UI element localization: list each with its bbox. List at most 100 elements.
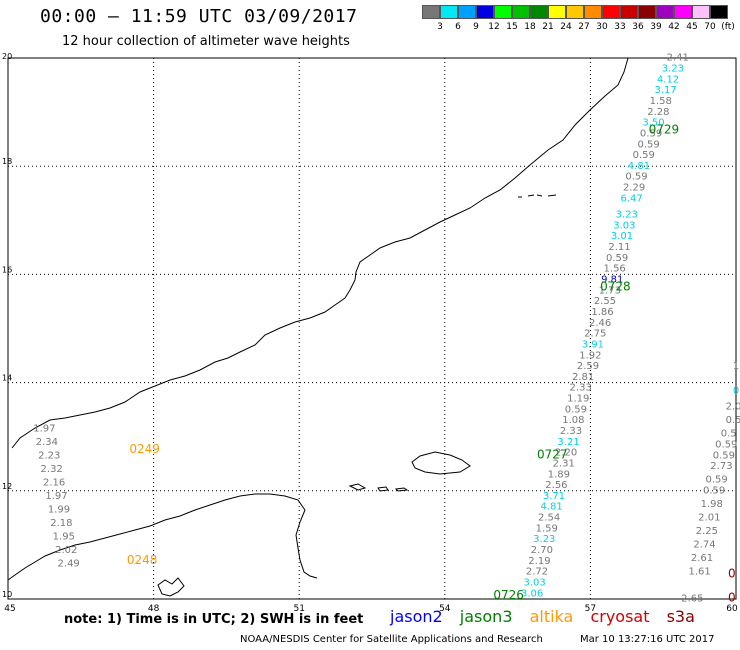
wave-height-value: 2.20 (555, 448, 577, 459)
lat-label: 10 (2, 590, 12, 599)
track-time-label: 0726 (493, 588, 524, 602)
wave-height-value: 1.97 (33, 423, 55, 434)
wave-height-value: 2.81 (572, 372, 594, 383)
lat-label: 18 (2, 157, 12, 166)
wave-height-value: 2.75 (584, 329, 606, 340)
somali-coastline (7, 493, 318, 581)
kuria-muria-islands (518, 194, 557, 198)
lat-label: 12 (2, 482, 12, 491)
wave-height-value: 1.95 (53, 531, 75, 542)
wave-height-value: 3.17 (654, 85, 676, 96)
legend-swatch (620, 5, 638, 19)
legend-swatch (440, 5, 458, 19)
lon-label: 51 (293, 604, 304, 614)
wave-height-value: 2.49 (58, 559, 80, 570)
wave-height-value: 2.56 (545, 480, 567, 491)
track-time-label: 0248 (127, 553, 158, 567)
wave-height-value: 3.06 (521, 588, 543, 599)
wave-height-value: 2.55 (594, 296, 616, 307)
wave-height-value: 1.92 (579, 350, 601, 361)
coastline (7, 57, 629, 597)
legend-swatch (584, 5, 602, 19)
wave-height-value: 3.01 (611, 231, 633, 242)
wave-height-value: 4.81 (540, 502, 562, 513)
lon-label: 60 (726, 604, 738, 614)
legend-tick: 33 (614, 22, 626, 32)
wave-height-value: 0 (733, 385, 739, 396)
wave-height-value: 2.34 (36, 437, 58, 448)
wave-height-value: 3.21 (557, 437, 579, 448)
wave-height-value: 0.59 (638, 139, 660, 150)
wave-height-value: 1.58 (650, 96, 672, 107)
wave-height-value: 0.59 (715, 440, 737, 451)
wave-height-value: 0.5 (721, 429, 737, 440)
bay-of-bengal-shoal (157, 577, 185, 597)
legend-swatch (548, 5, 566, 19)
legend-swatch (458, 5, 476, 19)
wave-height-value: 2.16 (43, 477, 65, 488)
mission-cryosat: cryosat (590, 607, 650, 626)
mission-legend: jason2 jason3 altika cryosat s3a (390, 607, 707, 626)
wave-height-value: 0.59 (705, 475, 727, 486)
arabian-coastline (11, 57, 629, 449)
wave-height-value: 2.54 (538, 513, 560, 524)
legend-tick: 70 (704, 22, 716, 32)
wave-height-value: 1 (733, 361, 739, 372)
legend-swatch (656, 5, 674, 19)
track-time-label: 0 (728, 566, 736, 580)
wave-height-value: 3.03 (523, 577, 545, 588)
wave-height-value: 4.81 (628, 161, 650, 172)
legend-swatch (530, 5, 548, 19)
legend-swatch (476, 5, 494, 19)
wave-height-value: 2.61 (691, 553, 713, 564)
legend-tick: 45 (686, 22, 698, 32)
wave-height-value: 2.23 (38, 450, 60, 461)
legend-tick: 18 (524, 22, 536, 32)
legend-tick: 9 (473, 22, 479, 32)
mission-altika: altika (529, 607, 574, 626)
track-time-label: 0727 (537, 447, 568, 461)
wave-height-value: 2.28 (647, 107, 669, 118)
legend-tick: (ft) (721, 22, 735, 32)
wave-height-value: 1.61 (688, 567, 710, 578)
legend-tick: 6 (455, 22, 461, 32)
wave-height-value: 0.59 (640, 128, 662, 139)
wave-height-value: 3.91 (582, 339, 604, 350)
wave-height-value: 1.86 (591, 307, 613, 318)
mission-jason2: jason2 (390, 607, 443, 626)
legend-tick: 15 (506, 22, 518, 32)
wave-height-value: 1.89 (548, 469, 570, 480)
wave-height-value: 2.0 (726, 402, 740, 413)
wave-height-value: 4.12 (657, 74, 679, 85)
wave-height-value: 2.65 (681, 594, 703, 605)
wave-height-value: 2.19 (528, 556, 550, 567)
footer-timestamp: Mar 10 13:27:16 UTC 2017 (580, 634, 715, 645)
wave-height-value: 2.01 (698, 513, 720, 524)
track-time-label: 0728 (600, 280, 631, 294)
wave-height-value: 6.47 (621, 193, 643, 204)
legend-swatch (422, 5, 440, 19)
lat-label: 20 (2, 52, 12, 61)
wave-height-value: 1.99 (48, 504, 70, 515)
page-subtitle: 12 hour collection of altimeter wave hei… (62, 34, 350, 49)
samhah-island (394, 487, 409, 492)
wave-height-value: 2.72 (526, 567, 548, 578)
wave-height-value: 1.56 (604, 264, 626, 275)
legend-swatch (674, 5, 692, 19)
legend-tick: 39 (650, 22, 662, 32)
wave-height-value: 2.18 (50, 518, 72, 529)
wave-height-value: 2.32 (41, 464, 63, 475)
lon-label: 54 (439, 604, 451, 614)
legend-tick: 42 (668, 22, 680, 32)
abd-al-kuri-island (348, 483, 367, 491)
mission-jason3: jason3 (459, 607, 513, 626)
track-time-label: 0729 (649, 123, 680, 137)
footer-note: note: 1) Time is in UTC; 2) SWH is in fe… (64, 612, 364, 627)
legend-swatch (602, 5, 620, 19)
wave-height-value: 3.03 (613, 220, 635, 231)
wave-height-value: 2.74 (693, 540, 715, 551)
legend-tick: 12 (488, 22, 500, 32)
wave-height-value: 0.59 (633, 150, 655, 161)
